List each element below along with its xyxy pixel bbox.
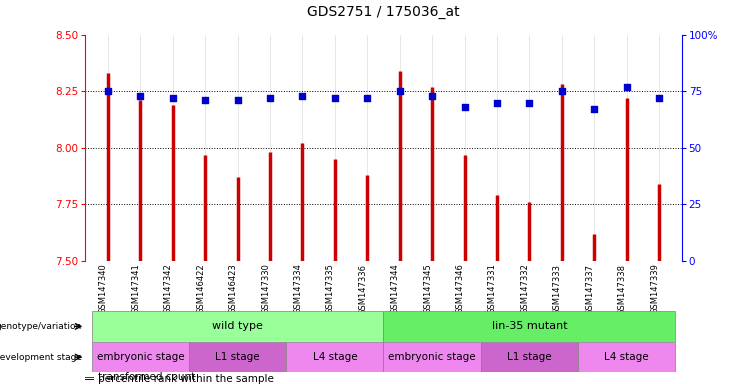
Point [621,84,633,90]
Text: GSM147333: GSM147333 [553,264,562,314]
Text: GSM147338: GSM147338 [617,264,627,314]
Point [167,95,179,101]
Text: GSM147344: GSM147344 [391,264,399,314]
Point [426,93,438,99]
Text: L4 stage: L4 stage [313,352,357,362]
Point [556,88,568,94]
Text: GSM147331: GSM147331 [488,264,497,314]
Point [232,97,244,103]
Text: GSM147346: GSM147346 [456,264,465,314]
Text: GSM146422: GSM146422 [196,264,205,314]
Bar [85,377,94,378]
Bar [92,342,189,372]
Bar [189,342,286,372]
Text: embryonic stage: embryonic stage [96,352,185,362]
Point [523,99,535,106]
Bar [384,342,481,372]
Text: GSM147337: GSM147337 [585,264,594,314]
Text: GSM147336: GSM147336 [358,264,368,314]
Bar [384,311,675,342]
Bar [92,311,384,342]
Bar [481,342,578,372]
Bar [578,342,675,372]
Text: GSM147332: GSM147332 [520,264,529,314]
Point [329,95,341,101]
Text: GSM147339: GSM147339 [650,264,659,314]
Text: GSM147330: GSM147330 [261,264,270,314]
Text: GSM147341: GSM147341 [131,264,140,314]
Point [134,93,146,99]
Text: GSM147334: GSM147334 [293,264,302,314]
Point [296,93,308,99]
Text: L4 stage: L4 stage [605,352,649,362]
Point [393,88,405,94]
Text: GSM147340: GSM147340 [99,264,108,314]
Point [102,88,114,94]
Bar [286,342,384,372]
Text: wild type: wild type [212,321,263,331]
Point [491,99,503,106]
Text: GSM147335: GSM147335 [326,264,335,314]
Bar [85,379,94,380]
Text: development stage: development stage [0,353,82,362]
Text: GSM147342: GSM147342 [164,264,173,314]
Text: embryonic stage: embryonic stage [388,352,476,362]
Text: transformed count: transformed count [98,372,195,382]
Text: lin-35 mutant: lin-35 mutant [491,321,567,331]
Text: GSM146423: GSM146423 [228,264,238,314]
Point [264,95,276,101]
Point [653,95,665,101]
Point [588,106,600,113]
Text: GDS2751 / 175036_at: GDS2751 / 175036_at [308,5,459,19]
Text: L1 stage: L1 stage [216,352,260,362]
Point [459,104,471,110]
Point [199,97,211,103]
Text: genotype/variation: genotype/variation [0,322,82,331]
Point [362,95,373,101]
Text: percentile rank within the sample: percentile rank within the sample [98,374,273,384]
Text: L1 stage: L1 stage [507,352,551,362]
Text: GSM147345: GSM147345 [423,264,432,314]
